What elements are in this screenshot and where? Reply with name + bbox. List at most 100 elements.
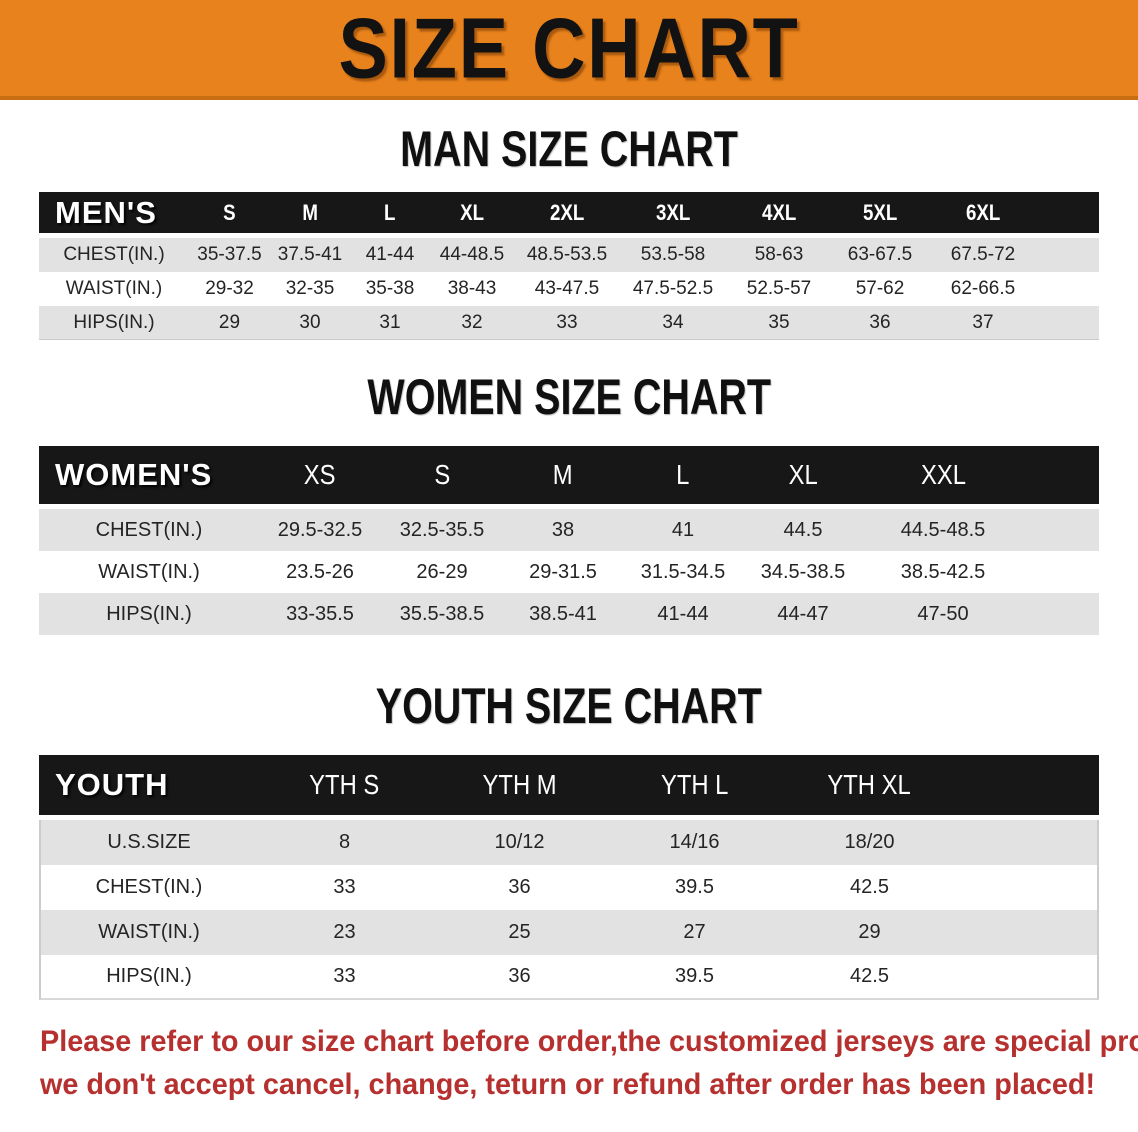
size-column-header: 5XL <box>832 192 928 238</box>
row-filler-cell <box>1023 593 1099 635</box>
row-filler-cell <box>957 865 1099 910</box>
size-column-header: YTH M <box>432 755 607 820</box>
measurement-row-label: CHEST(IN.) <box>39 509 259 551</box>
mens-size-table: MEN'S S M L XL 2XL 3XL 4XL 5XL 6XL CHEST(IN.) 35-37… <box>39 192 1099 340</box>
header-filler-cell <box>1023 446 1099 509</box>
measurement-row-label: WAIST(IN.) <box>39 551 259 593</box>
size-value-cell: 38.5-42.5 <box>863 551 1023 593</box>
table-row: CHEST(IN.) 35-37.5 37.5-41 41-44 44-48.5 48.5… <box>39 238 1099 272</box>
row-filler-cell <box>1023 551 1099 593</box>
size-value-cell: 44.5 <box>743 509 863 551</box>
size-value-cell: 52.5-57 <box>726 272 832 306</box>
size-column-header: M <box>503 446 623 509</box>
table-row: U.S.SIZE 8 10/12 14/16 18/20 <box>39 820 1099 865</box>
size-value-cell: 35-37.5 <box>189 238 270 272</box>
size-value-cell: 41-44 <box>623 593 743 635</box>
size-value-cell: 44-47 <box>743 593 863 635</box>
table-row: CHEST(IN.) 29.5-32.5 32.5-35.5 38 41 44.5 44.5… <box>39 509 1099 551</box>
size-column-header: M <box>270 192 350 238</box>
size-value-cell: 29-31.5 <box>503 551 623 593</box>
table-row: WAIST(IN.) 29-32 32-35 35-38 38-43 43-47.5 47.… <box>39 272 1099 306</box>
size-value-cell: 57-62 <box>832 272 928 306</box>
disclaimer-line-2: we don't accept cancel, change, teturn o… <box>40 1068 1096 1101</box>
size-value-cell: 25 <box>432 910 607 955</box>
row-filler-cell <box>957 910 1099 955</box>
youth-size-table: YOUTH YTH S YTH M YTH L YTH XL U.S.SIZE 8 10/12… <box>39 755 1099 1000</box>
size-value-cell: 29-32 <box>189 272 270 306</box>
size-column-header: 3XL <box>620 192 726 238</box>
size-value-cell: 37 <box>928 306 1038 340</box>
size-value-cell: 36 <box>432 865 607 910</box>
size-column-header: 6XL <box>928 192 1038 238</box>
size-value-cell: 44-48.5 <box>430 238 514 272</box>
size-value-cell: 35 <box>726 306 832 340</box>
size-value-cell: 32.5-35.5 <box>381 509 503 551</box>
size-value-cell: 32 <box>430 306 514 340</box>
size-value-cell: 31 <box>350 306 430 340</box>
size-value-cell: 43-47.5 <box>514 272 620 306</box>
size-value-cell: 38.5-41 <box>503 593 623 635</box>
row-filler-cell <box>1023 509 1099 551</box>
man-section-heading: MAN SIZE CHART <box>400 120 738 177</box>
size-value-cell: 29.5-32.5 <box>259 509 381 551</box>
size-value-cell: 33 <box>514 306 620 340</box>
size-value-cell: 10/12 <box>432 820 607 865</box>
size-value-cell: 63-67.5 <box>832 238 928 272</box>
measurement-row-label: CHEST(IN.) <box>39 865 257 910</box>
size-column-header: XS <box>259 446 381 509</box>
mens-size-table-label: MEN'S <box>39 192 189 238</box>
row-filler-cell <box>1038 306 1099 340</box>
size-value-cell: 30 <box>270 306 350 340</box>
man-size-chart-section: MAN SIZE CHART MEN'S S M L XL 2XL 3XL 4XL 5XL 6XL… <box>0 120 1138 340</box>
header-filler-cell <box>1038 192 1099 238</box>
measurement-row-label: CHEST(IN.) <box>39 238 189 272</box>
size-value-cell: 29 <box>782 910 957 955</box>
womens-size-table-label: WOMEN'S <box>39 446 259 509</box>
youth-size-table-label: YOUTH <box>39 755 257 820</box>
size-value-cell: 33 <box>257 865 432 910</box>
size-value-cell: 42.5 <box>782 955 957 1000</box>
size-column-header: YTH L <box>607 755 782 820</box>
size-value-cell: 34.5-38.5 <box>743 551 863 593</box>
size-value-cell: 62-66.5 <box>928 272 1038 306</box>
size-column-header: XL <box>743 446 863 509</box>
size-value-cell: 14/16 <box>607 820 782 865</box>
youth-size-chart-section: YOUTH SIZE CHART YOUTH YTH S YTH M YTH L YTH… <box>0 681 1138 1000</box>
size-value-cell: 47-50 <box>863 593 1023 635</box>
disclaimer-line-1: Please refer to our size chart before or… <box>40 1025 1138 1058</box>
size-value-cell: 39.5 <box>607 955 782 1000</box>
size-value-cell: 53.5-58 <box>620 238 726 272</box>
size-value-cell: 18/20 <box>782 820 957 865</box>
size-value-cell: 34 <box>620 306 726 340</box>
size-value-cell: 29 <box>189 306 270 340</box>
table-row: HIPS(IN.) 29 30 31 32 33 34 35 36 37 <box>39 306 1099 340</box>
size-value-cell: 35-38 <box>350 272 430 306</box>
size-value-cell: 67.5-72 <box>928 238 1038 272</box>
size-column-header: XXL <box>863 446 1023 509</box>
women-section-heading: WOMEN SIZE CHART <box>367 368 771 425</box>
size-column-header: S <box>381 446 503 509</box>
size-column-header: 2XL <box>514 192 620 238</box>
size-value-cell: 39.5 <box>607 865 782 910</box>
table-row: WAIST(IN.) 23 25 27 29 <box>39 910 1099 955</box>
size-column-header: YTH S <box>257 755 432 820</box>
size-value-cell: 47.5-52.5 <box>620 272 726 306</box>
size-value-cell: 42.5 <box>782 865 957 910</box>
size-value-cell: 23.5-26 <box>259 551 381 593</box>
women-size-chart-section: WOMEN SIZE CHART WOMEN'S XS S M L XL XXL CHEST(… <box>0 368 1138 635</box>
womens-size-table-host: WOMEN'S XS S M L XL XXL CHEST(IN.) 29.5-32.5 32.5… <box>39 446 1099 635</box>
row-filler-cell <box>957 820 1099 865</box>
size-value-cell: 26-29 <box>381 551 503 593</box>
size-value-cell: 31.5-34.5 <box>623 551 743 593</box>
size-value-cell: 27 <box>607 910 782 955</box>
measurement-row-label: HIPS(IN.) <box>39 306 189 340</box>
size-column-header: YTH XL <box>782 755 957 820</box>
measurement-row-label: U.S.SIZE <box>39 820 257 865</box>
size-value-cell: 41 <box>623 509 743 551</box>
size-value-cell: 48.5-53.5 <box>514 238 620 272</box>
row-filler-cell <box>1038 272 1099 306</box>
size-value-cell: 44.5-48.5 <box>863 509 1023 551</box>
table-row: HIPS(IN.) 33 36 39.5 42.5 <box>39 955 1099 1000</box>
measurement-row-label: HIPS(IN.) <box>39 593 259 635</box>
size-value-cell: 36 <box>832 306 928 340</box>
